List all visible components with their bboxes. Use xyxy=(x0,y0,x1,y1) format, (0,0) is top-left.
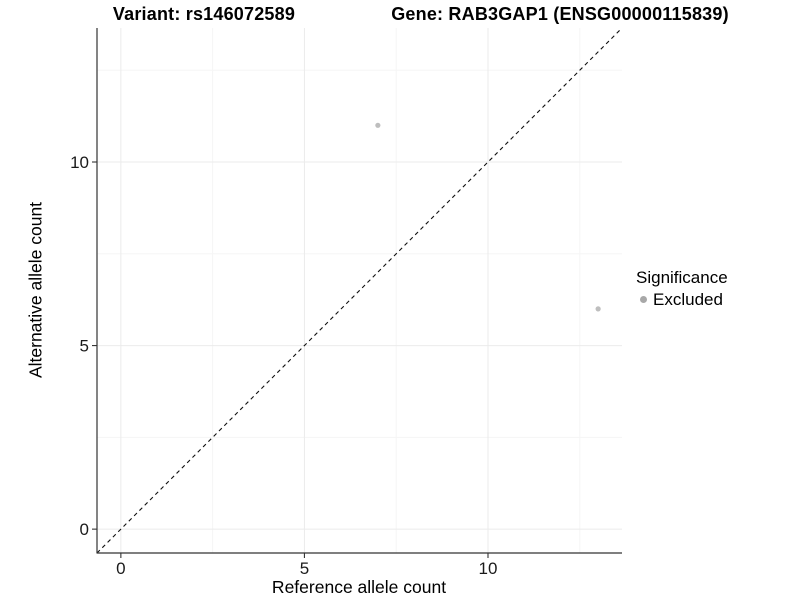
variant-title: Variant: rs146072589 xyxy=(112,4,296,24)
y-tick-label: 0 xyxy=(80,520,89,539)
x-tick-label: 5 xyxy=(300,559,309,578)
x-tick-label: 0 xyxy=(116,559,125,578)
legend-dot-icon xyxy=(640,296,647,303)
legend-entry-label: Excluded xyxy=(653,289,723,309)
identity-line xyxy=(96,27,623,554)
y-axis-title: Alternative allele count xyxy=(25,201,46,379)
data-point xyxy=(595,306,601,312)
legend: Significance Excluded xyxy=(636,268,728,309)
x-axis-title: Reference allele count xyxy=(271,577,447,597)
y-tick-label: 5 xyxy=(80,337,89,356)
x-tick-label: 10 xyxy=(479,559,498,578)
y-tick-label: 10 xyxy=(70,153,89,172)
legend-entry: Excluded xyxy=(636,290,728,309)
data-point xyxy=(375,122,381,128)
legend-title: Significance xyxy=(636,268,728,287)
gene-title: Gene: RAB3GAP1 (ENSG00000115839) xyxy=(391,4,729,24)
